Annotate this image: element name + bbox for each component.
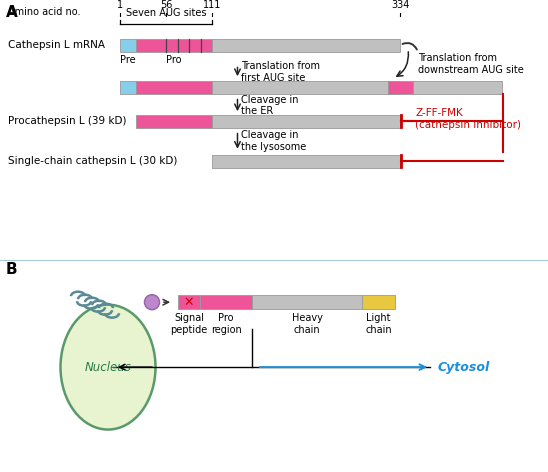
Text: B: B (6, 262, 18, 277)
FancyBboxPatch shape (136, 39, 213, 51)
Text: Cathepsin L mRNA: Cathepsin L mRNA (8, 40, 105, 50)
FancyBboxPatch shape (120, 39, 136, 51)
FancyBboxPatch shape (136, 115, 213, 127)
Text: 56: 56 (160, 0, 173, 10)
Text: Nucleus: Nucleus (84, 361, 132, 374)
Text: Pro: Pro (167, 55, 182, 65)
Text: Cleavage in
the ER: Cleavage in the ER (242, 94, 299, 116)
Text: Amino acid no.: Amino acid no. (8, 7, 81, 17)
FancyBboxPatch shape (388, 81, 413, 93)
Text: Pre: Pre (120, 55, 136, 65)
Text: A: A (6, 5, 18, 20)
Text: Pro
region: Pro region (210, 313, 241, 335)
Text: ✕: ✕ (184, 295, 194, 309)
Text: Procathepsin L (39 kD): Procathepsin L (39 kD) (8, 116, 127, 126)
Text: Cytosol: Cytosol (438, 361, 490, 374)
Text: 111: 111 (203, 0, 222, 10)
FancyBboxPatch shape (252, 295, 362, 309)
FancyBboxPatch shape (413, 81, 502, 93)
FancyBboxPatch shape (200, 295, 252, 309)
FancyBboxPatch shape (120, 81, 136, 93)
Text: Translation from
downstream AUG site: Translation from downstream AUG site (418, 53, 524, 75)
FancyBboxPatch shape (213, 115, 400, 127)
Ellipse shape (60, 305, 156, 430)
Text: Signal
peptide: Signal peptide (170, 313, 208, 335)
Text: Cleavage in
the lysosome: Cleavage in the lysosome (242, 130, 307, 152)
FancyBboxPatch shape (213, 39, 400, 51)
Text: Heavy
chain: Heavy chain (292, 313, 322, 335)
Text: Light
chain: Light chain (365, 313, 392, 335)
FancyBboxPatch shape (178, 295, 200, 309)
FancyBboxPatch shape (362, 295, 395, 309)
Text: Z-FF-FMK
(cathepsin inhibitor): Z-FF-FMK (cathepsin inhibitor) (415, 108, 521, 130)
Text: Translation from
first AUG site: Translation from first AUG site (242, 61, 321, 83)
Text: 334: 334 (391, 0, 409, 10)
FancyBboxPatch shape (213, 81, 400, 93)
FancyBboxPatch shape (136, 81, 213, 93)
FancyBboxPatch shape (213, 155, 400, 168)
Text: Seven AUG sites: Seven AUG sites (126, 8, 207, 18)
Text: 1: 1 (117, 0, 123, 10)
Circle shape (145, 295, 159, 310)
Text: Single-chain cathepsin L (30 kD): Single-chain cathepsin L (30 kD) (8, 156, 178, 166)
